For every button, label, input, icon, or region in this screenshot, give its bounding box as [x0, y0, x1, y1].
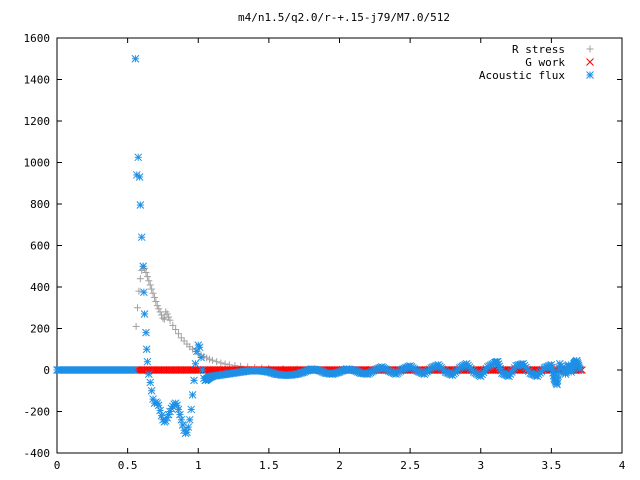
data-point: [197, 353, 205, 362]
y-tick-label: -400: [24, 447, 51, 460]
data-point: [139, 262, 148, 271]
y-tick-label: 1200: [24, 115, 51, 128]
data-point: [155, 305, 163, 313]
data-point: [136, 201, 145, 209]
data-point: [184, 423, 193, 431]
data-point: [140, 310, 149, 318]
data-point: [136, 275, 144, 283]
data-point: [191, 359, 200, 368]
data-point: [158, 311, 166, 319]
y-tick-label: 200: [30, 323, 50, 336]
data-point: [575, 363, 583, 372]
y-tick-label: 400: [30, 281, 50, 294]
data-point: [166, 316, 174, 324]
y-tick-label: 600: [30, 240, 50, 253]
y-tick-label: -200: [24, 406, 51, 419]
data-point: [208, 356, 216, 364]
chart-title: m4/n1.5/q2.0/r-+.15-j79/M7.0/512: [238, 11, 450, 24]
data-point: [152, 298, 160, 306]
data-point: [145, 277, 153, 285]
legend-label: G work: [525, 56, 565, 69]
data-point: [146, 281, 154, 289]
y-tick-label: 1600: [24, 32, 51, 45]
data-point: [163, 310, 171, 318]
series-layer: [53, 54, 586, 438]
data-point: [217, 359, 225, 367]
legend-marker: [586, 45, 594, 53]
data-point: [150, 293, 158, 301]
data-point: [160, 315, 168, 323]
x-tick-label: 3.5: [541, 459, 561, 472]
data-point: [177, 415, 186, 424]
data-point: [134, 304, 142, 312]
data-point: [159, 314, 167, 322]
data-point: [176, 410, 184, 419]
data-point: [147, 386, 156, 395]
data-point: [143, 273, 151, 281]
axis-ticks: 0 0.5 1 1.5 2 2.5 3 3.5 4 -400 -200 0 200 400 600 800 10…: [24, 32, 626, 472]
data-point: [195, 343, 204, 352]
data-point: [135, 287, 143, 295]
data-point: [131, 54, 140, 63]
data-point: [143, 357, 152, 366]
data-point: [134, 153, 143, 162]
data-point: [188, 391, 197, 399]
data-point: [146, 378, 155, 387]
data-point: [190, 376, 198, 385]
data-point: [142, 268, 150, 276]
data-point: [169, 321, 177, 329]
data-point: [140, 288, 148, 297]
legend-label: R stress: [512, 43, 565, 56]
data-point: [172, 326, 180, 334]
series-2: [53, 54, 584, 438]
legend-marker: [586, 71, 594, 79]
x-tick-label: 0: [54, 459, 61, 472]
data-point: [132, 322, 140, 330]
data-point: [137, 233, 146, 242]
y-tick-label: 0: [43, 364, 50, 377]
data-point: [153, 302, 161, 310]
x-tick-label: 4: [619, 459, 626, 472]
y-tick-label: 1400: [24, 74, 51, 87]
data-point: [221, 360, 229, 368]
x-tick-label: 2.5: [400, 459, 420, 472]
legend-marker: [586, 58, 594, 66]
data-point: [156, 406, 164, 415]
y-tick-label: 1000: [24, 157, 51, 170]
data-point: [129, 366, 138, 374]
x-tick-label: 3: [477, 459, 484, 472]
data-point: [165, 313, 173, 321]
data-point: [174, 330, 182, 338]
data-point: [144, 370, 153, 379]
data-point: [187, 405, 196, 414]
x-tick-label: 0.5: [118, 459, 138, 472]
data-point: [185, 415, 194, 424]
x-tick-label: 1.5: [259, 459, 279, 472]
data-point: [148, 285, 156, 293]
data-point: [142, 345, 151, 354]
y-tick-label: 800: [30, 198, 50, 211]
legend-label: Acoustic flux: [479, 69, 565, 82]
x-tick-label: 2: [336, 459, 343, 472]
data-point: [135, 173, 144, 181]
data-point: [198, 366, 207, 374]
data-point: [149, 289, 157, 297]
data-point: [154, 401, 163, 410]
x-tick-label: 1: [195, 459, 202, 472]
data-point: [213, 358, 221, 366]
data-point: [183, 428, 191, 437]
data-point: [142, 328, 150, 337]
data-point: [554, 372, 563, 381]
data-point: [174, 405, 183, 414]
